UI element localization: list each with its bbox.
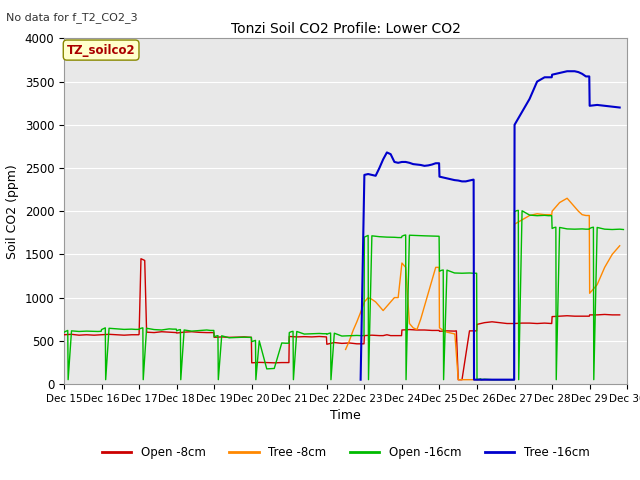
Text: TZ_soilco2: TZ_soilco2 xyxy=(67,44,136,57)
Text: No data for f_T2_CO2_3: No data for f_T2_CO2_3 xyxy=(6,12,138,23)
X-axis label: Time: Time xyxy=(330,409,361,422)
Y-axis label: Soil CO2 (ppm): Soil CO2 (ppm) xyxy=(6,164,19,259)
Title: Tonzi Soil CO2 Profile: Lower CO2: Tonzi Soil CO2 Profile: Lower CO2 xyxy=(230,22,461,36)
Legend: Open -8cm, Tree -8cm, Open -16cm, Tree -16cm: Open -8cm, Tree -8cm, Open -16cm, Tree -… xyxy=(97,442,595,464)
